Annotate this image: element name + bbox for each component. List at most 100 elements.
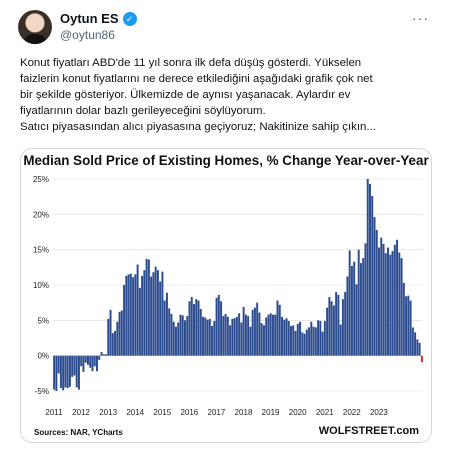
- tweet-text-line: Satıcı piyasasından alıcı piyasasına geç…: [20, 121, 376, 133]
- bar: [330, 301, 333, 356]
- bar: [163, 300, 166, 356]
- bar: [152, 272, 155, 356]
- x-tick-label: 2012: [72, 408, 90, 417]
- bar: [287, 321, 290, 356]
- bar: [107, 318, 110, 356]
- x-tick-label: 2016: [180, 408, 198, 417]
- bar: [127, 274, 130, 356]
- bar: [380, 237, 383, 356]
- bar: [251, 309, 254, 356]
- bar: [267, 314, 270, 356]
- bar: [120, 310, 123, 356]
- bar: [414, 332, 417, 356]
- bar: [416, 339, 419, 356]
- bar: [359, 263, 362, 356]
- bar: [80, 355, 83, 367]
- bar: [111, 333, 114, 356]
- more-options-icon[interactable]: ···: [412, 10, 429, 26]
- bar: [215, 297, 218, 356]
- bar: [387, 247, 390, 356]
- bar: [303, 333, 306, 356]
- bar: [114, 330, 117, 356]
- bar: [150, 276, 153, 356]
- bar: [362, 258, 365, 356]
- bar: [100, 352, 103, 356]
- bar: [393, 244, 396, 356]
- bar: [116, 321, 119, 356]
- bar: [405, 296, 408, 356]
- bar: [145, 258, 148, 356]
- bar: [281, 316, 283, 356]
- bar-chart: -5% 0% 5% 10% 15% 20% 25% 2011 2012 2013 2014 2015 2…: [33, 175, 423, 417]
- bar: [409, 300, 412, 356]
- bar: [224, 313, 227, 356]
- bar: [206, 319, 209, 356]
- bar: [229, 325, 232, 356]
- bar: [247, 316, 250, 356]
- bar: [319, 321, 322, 356]
- y-tick-label: 5%: [37, 316, 49, 325]
- bar: [181, 315, 184, 356]
- bar: [172, 321, 175, 356]
- x-tick-label: 2013: [99, 408, 117, 417]
- bar: [233, 318, 236, 356]
- bar: [64, 355, 67, 388]
- bar: [129, 273, 132, 356]
- bar: [378, 247, 380, 356]
- bar: [262, 325, 265, 356]
- tweet-media-image[interactable]: Median Sold Price of Existing Homes, % C…: [20, 148, 432, 443]
- bar: [96, 355, 98, 372]
- bar: [109, 309, 112, 356]
- bar: [89, 355, 92, 368]
- bar: [161, 271, 164, 356]
- author-display-name[interactable]: Oytun ES: [60, 11, 119, 26]
- bar: [407, 295, 410, 356]
- bar: [391, 251, 394, 356]
- bar: [159, 281, 162, 356]
- bar: [398, 252, 401, 356]
- bar: [326, 307, 329, 356]
- x-tick-label: 2020: [289, 408, 307, 417]
- bar: [220, 301, 223, 356]
- bar: [217, 294, 220, 356]
- bar: [211, 325, 214, 356]
- y-tick-label: 0%: [37, 352, 49, 361]
- bar: [344, 292, 347, 356]
- bar: [402, 282, 405, 356]
- chart-title: Median Sold Price of Existing Homes, % C…: [23, 153, 429, 168]
- bar: [274, 314, 277, 356]
- tweet-text-line: bir şekilde gösteriyor. Ülkemizde de ayn…: [20, 89, 351, 101]
- avatar[interactable]: [18, 10, 52, 44]
- bar: [305, 329, 308, 356]
- bar: [235, 316, 238, 356]
- author-handle[interactable]: @oytun86: [60, 28, 115, 42]
- bar: [231, 318, 234, 356]
- bar: [260, 323, 263, 356]
- bar: [269, 313, 272, 356]
- bar: [98, 355, 101, 360]
- bar: [276, 300, 279, 356]
- bar: [186, 316, 189, 356]
- bar: [136, 264, 139, 356]
- bar: [53, 355, 56, 390]
- bar: [382, 244, 385, 356]
- bar: [66, 355, 69, 389]
- x-tick-label: 2018: [235, 408, 253, 417]
- bar: [384, 253, 387, 356]
- bar: [204, 317, 207, 356]
- bar: [312, 326, 315, 356]
- tweet-text-line: faizlerin konut fiyatlarını ne derece et…: [20, 73, 373, 85]
- bar: [57, 355, 60, 374]
- bar: [190, 297, 193, 356]
- bar: [348, 250, 351, 356]
- bar: [84, 355, 87, 363]
- bar: [55, 355, 58, 391]
- x-tick-label: 2015: [153, 408, 171, 417]
- bar: [258, 312, 261, 356]
- bar: [290, 325, 292, 356]
- bar: [301, 332, 304, 356]
- author-name[interactable]: Oytun ES ✓: [60, 11, 137, 26]
- tweet-text-line: fiyatlarının dolar bazlı gerileyeceğini …: [20, 105, 266, 117]
- bar: [242, 306, 245, 356]
